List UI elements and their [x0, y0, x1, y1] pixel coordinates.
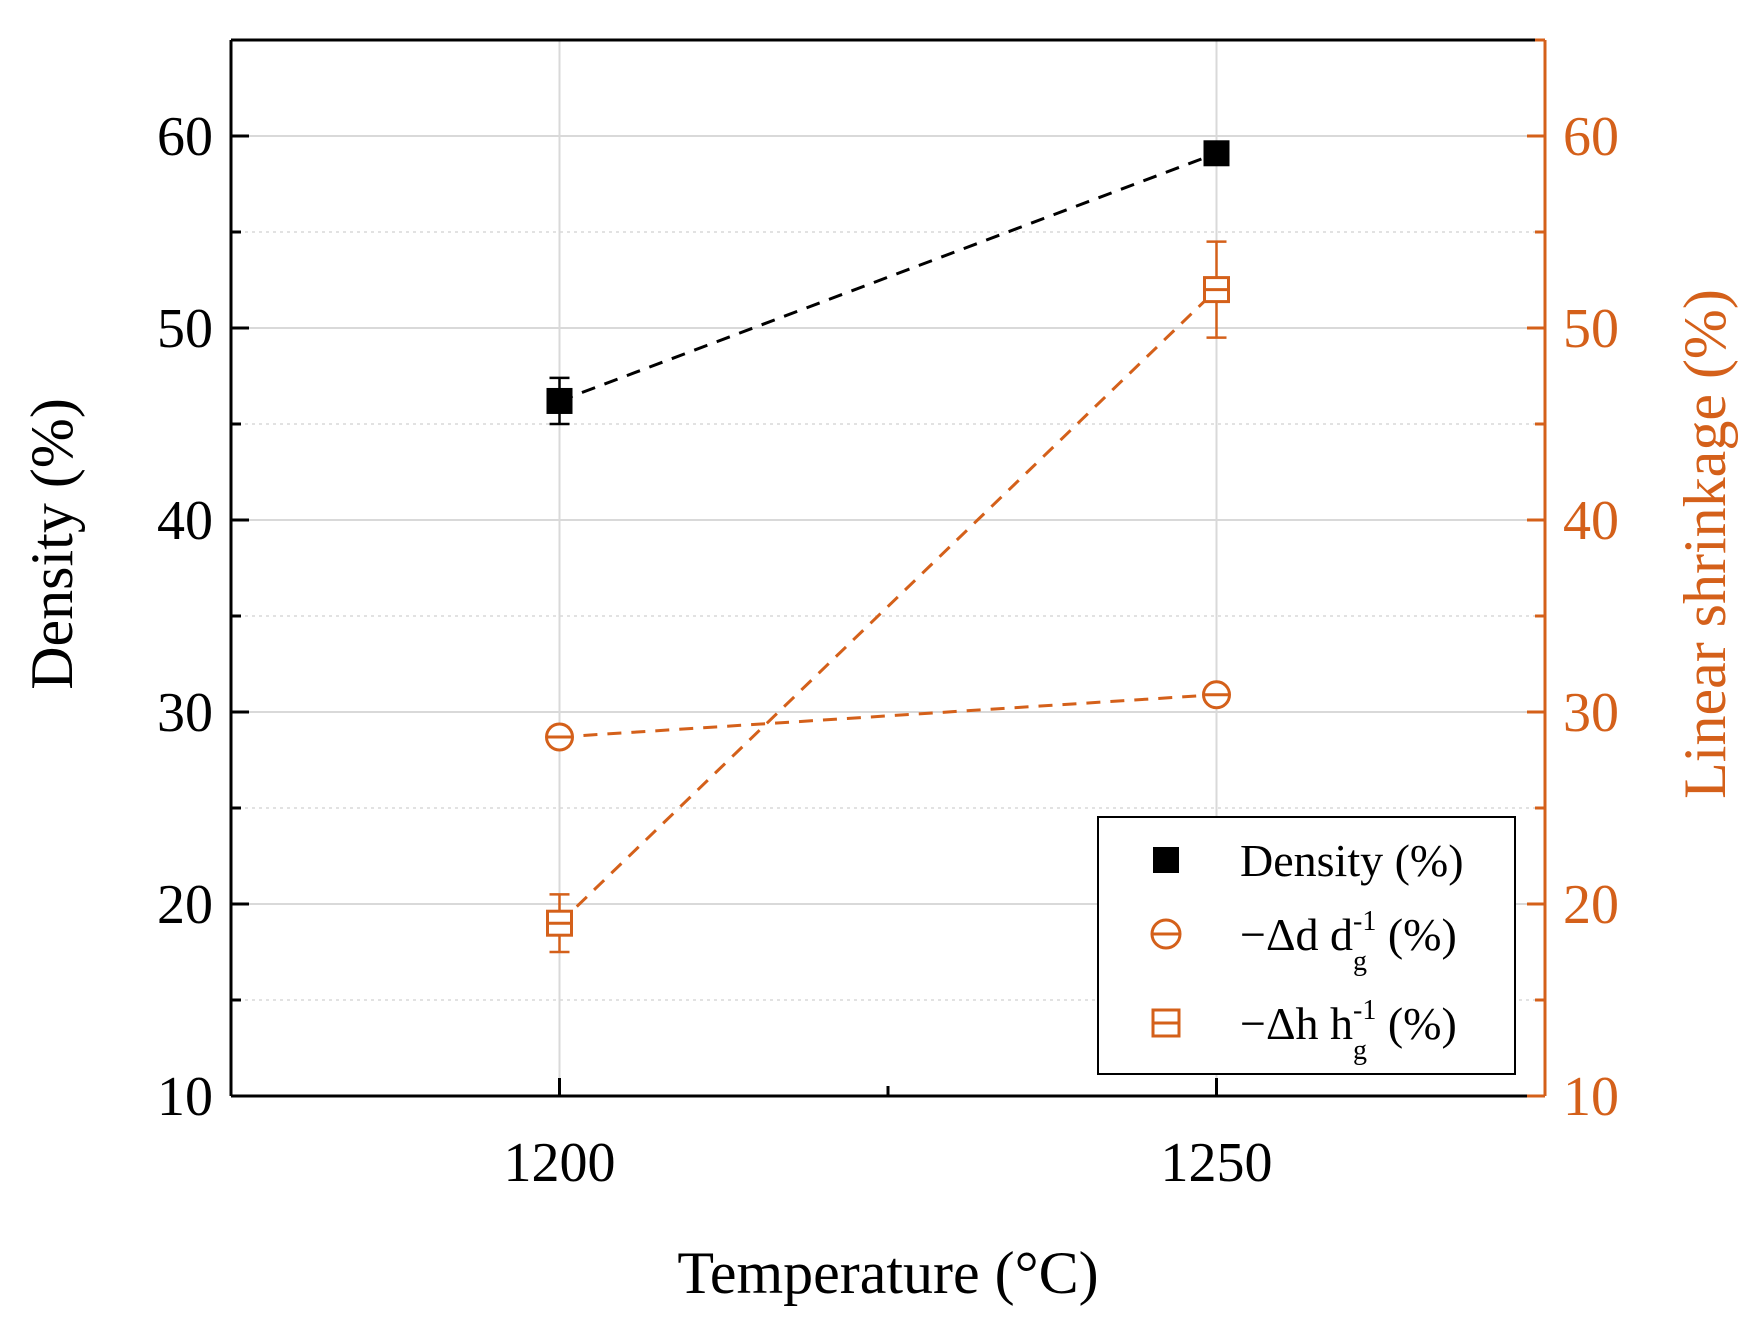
series-line-2: [558, 288, 1218, 925]
legend-label-diameter: −Δd dg-1 (%): [1240, 906, 1457, 977]
data-point-height: [546, 909, 573, 937]
legend-label-height: −Δh hg-1 (%): [1240, 995, 1457, 1066]
x-tick-label: 1200: [504, 1132, 616, 1194]
y-tick-label-left: 10: [157, 1066, 213, 1128]
y-tick-label-left: 40: [157, 490, 213, 552]
y-tick-label-right: 50: [1563, 298, 1619, 360]
x-axis-title: Temperature (°C): [677, 1240, 1098, 1306]
data-point-diameter: [1202, 680, 1231, 710]
series-line-1: [559, 693, 1217, 739]
y-tick-label-right: 40: [1563, 490, 1619, 552]
legend-marker-diameter: [1150, 918, 1182, 950]
data-point-density: [1203, 140, 1230, 167]
legend-marker-density: [1153, 847, 1179, 873]
legend-marker-height: [1151, 1008, 1181, 1038]
y-tick-label-right: 30: [1563, 682, 1619, 744]
data-point-height: [1203, 276, 1230, 304]
series-line-0: [558, 151, 1218, 403]
legend-label-density: Density (%): [1240, 835, 1464, 886]
axes: 10 10 20 20 30 30 40 40 50 50 60 60 1200 1250: [157, 38, 1619, 1194]
series-layer: [545, 140, 1231, 954]
y-tick-label-right: 60: [1563, 106, 1619, 168]
y-tick-label-right: 10: [1563, 1066, 1619, 1128]
y-tick-label-right: 20: [1563, 874, 1619, 936]
x-tick-label: 1250: [1161, 1132, 1273, 1194]
y-tick-label-left: 30: [157, 682, 213, 744]
y-tick-label-left: 20: [157, 874, 213, 936]
y-tick-label-left: 60: [157, 106, 213, 168]
data-point-density: [546, 387, 573, 414]
legend: Density (%) −Δd dg-1 (%) −Δh hg-1 (%): [1097, 816, 1516, 1075]
y-axis-title-right: Linear shrinkage (%): [1672, 289, 1738, 799]
y-axis-title-left: Density (%): [19, 398, 85, 690]
y-tick-label-left: 50: [157, 298, 213, 360]
data-point-diameter: [545, 722, 574, 752]
